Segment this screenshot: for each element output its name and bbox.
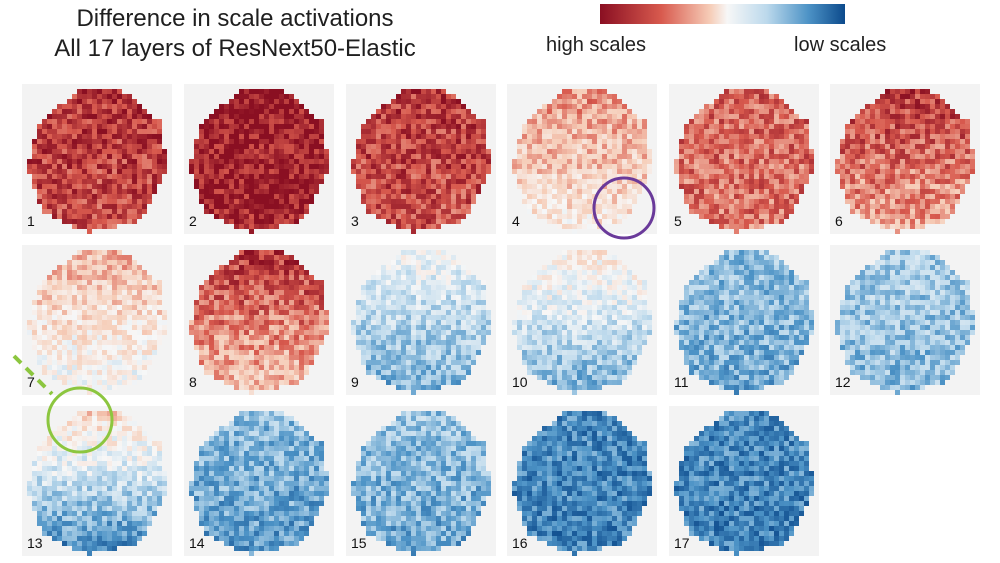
colorbar-label-low: low scales [794, 34, 887, 56]
activation-map [27, 89, 167, 234]
layer-number: 1 [27, 213, 35, 229]
layer-number: 16 [512, 535, 528, 551]
layer-number: 11 [674, 374, 689, 390]
layer-tile-11: 11 [669, 245, 819, 395]
activation-map [189, 250, 329, 395]
layer-number: 7 [27, 374, 35, 390]
layer-tile-16: 16 [507, 406, 657, 556]
layer-tile-9: 9 [346, 245, 496, 395]
layer-number: 14 [189, 535, 205, 551]
layer-number: 2 [189, 213, 197, 229]
figure-title: Difference in scale activations All 17 l… [20, 4, 450, 64]
layer-tile-14: 14 [184, 406, 334, 556]
activation-map [512, 89, 652, 234]
activation-map [189, 411, 329, 556]
activation-map [674, 250, 814, 395]
layer-tile-1: 1 [22, 84, 172, 234]
activation-map [512, 411, 652, 556]
layer-tile-13: 13 [22, 406, 172, 556]
activation-map [27, 250, 167, 395]
activation-map [351, 250, 491, 395]
layer-number: 4 [512, 213, 520, 229]
layer-number: 17 [674, 535, 690, 551]
layer-tile-8: 8 [184, 245, 334, 395]
layer-number: 8 [189, 374, 197, 390]
activation-map [835, 89, 975, 234]
layer-tile-2: 2 [184, 84, 334, 234]
activation-map [512, 250, 652, 395]
layer-tile-6: 6 [830, 84, 980, 234]
layer-number: 15 [351, 535, 367, 551]
activation-map [351, 89, 491, 234]
activation-map [189, 89, 329, 234]
title-line-2: All 17 layers of ResNext50-Elastic [54, 35, 416, 62]
layer-number: 3 [351, 213, 359, 229]
activation-map [835, 250, 975, 395]
activation-map [27, 411, 167, 556]
colorbar [600, 4, 845, 24]
layer-number: 13 [27, 535, 43, 551]
layer-tile-5: 5 [669, 84, 819, 234]
activation-map [674, 411, 814, 556]
layer-tile-4: 4 [507, 84, 657, 234]
layer-number: 5 [674, 213, 682, 229]
layer-number: 10 [512, 374, 528, 390]
layer-tile-10: 10 [507, 245, 657, 395]
title-line-1: Difference in scale activations [76, 5, 394, 32]
colorbar-label-high: high scales [546, 34, 647, 56]
activation-map [674, 89, 814, 234]
layer-number: 9 [351, 374, 359, 390]
layer-tile-15: 15 [346, 406, 496, 556]
activation-map [351, 411, 491, 556]
layer-tile-7: 7 [22, 245, 172, 395]
layer-tile-12: 12 [830, 245, 980, 395]
layer-tile-17: 17 [669, 406, 819, 556]
layer-tile-3: 3 [346, 84, 496, 234]
layer-number: 6 [835, 213, 843, 229]
layer-number: 12 [835, 374, 851, 390]
